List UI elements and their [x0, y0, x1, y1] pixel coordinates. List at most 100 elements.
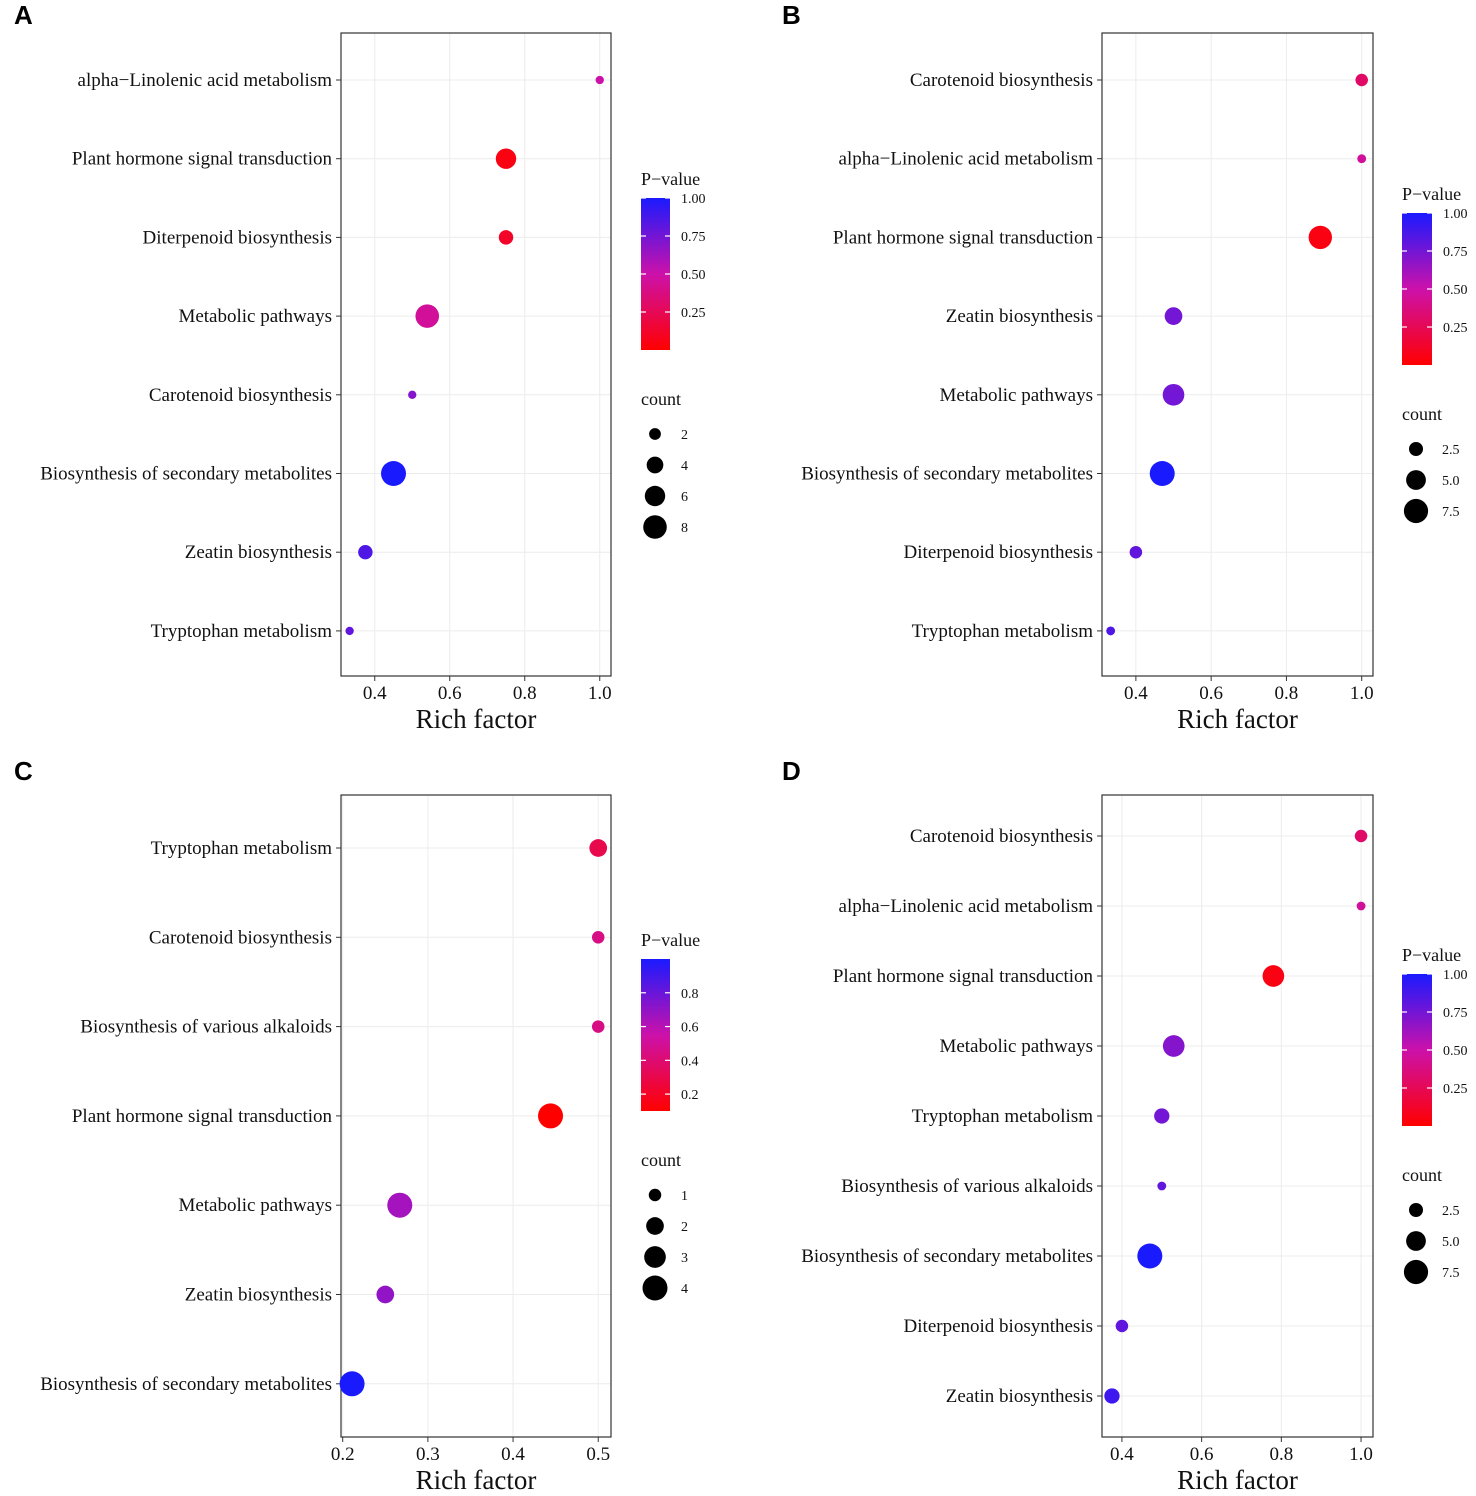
size-legend-dot: [644, 485, 666, 507]
category-label: Diterpenoid biosynthesis: [904, 542, 1093, 563]
size-legend-label: 8: [681, 521, 688, 536]
data-point: [358, 544, 373, 560]
category-label: Biosynthesis of various alkaloids: [841, 1176, 1093, 1197]
plot-area: [1102, 33, 1373, 676]
size-legend-label: 2.5: [1442, 1204, 1460, 1219]
panel-letter: C: [14, 756, 33, 786]
color-legend-title: P−value: [1402, 945, 1461, 965]
size-legend-dot: [644, 1246, 666, 1268]
color-legend-title: P−value: [641, 169, 700, 189]
x-axis-title: Rich factor: [1177, 1465, 1298, 1495]
size-legend-label: 2.5: [1442, 443, 1460, 458]
color-legend-label: 0.75: [681, 230, 706, 245]
color-legend-title: P−value: [1402, 184, 1461, 204]
x-tick-label: 0.8: [1275, 683, 1299, 704]
size-legend-label: 2: [681, 428, 688, 443]
category-label: Tryptophan metabolism: [151, 838, 333, 859]
size-legend-dot: [648, 1188, 662, 1202]
data-point: [345, 626, 354, 636]
category-label: Zeatin biosynthesis: [185, 542, 332, 563]
category-label: Carotenoid biosynthesis: [910, 70, 1093, 91]
data-point: [1356, 901, 1366, 911]
size-legend-label: 1: [681, 1189, 688, 1204]
size-legend-label: 5.0: [1442, 474, 1460, 489]
data-point: [538, 1103, 564, 1129]
color-legend-label: 0.2: [681, 1088, 699, 1103]
data-point: [495, 148, 517, 169]
category-label: Diterpenoid biosynthesis: [904, 1316, 1093, 1337]
category-label: Zeatin biosynthesis: [946, 306, 1093, 327]
category-label: Carotenoid biosynthesis: [910, 826, 1093, 847]
category-label: Carotenoid biosynthesis: [149, 385, 332, 406]
size-legend-label: 2: [681, 1220, 688, 1235]
x-tick-label: 0.8: [1269, 1444, 1293, 1465]
size-legend-title: count: [641, 389, 681, 409]
size-legend-dot: [642, 1275, 668, 1301]
data-point: [415, 304, 440, 328]
size-legend-dot: [1409, 442, 1423, 456]
x-tick-label: 0.4: [1124, 683, 1148, 704]
data-point: [339, 1371, 365, 1397]
data-point: [387, 1192, 413, 1218]
category-label: alpha−Linolenic acid metabolism: [839, 896, 1094, 917]
data-point: [376, 1285, 395, 1304]
x-tick-label: 1.0: [1350, 683, 1374, 704]
x-tick-label: 0.4: [1110, 1444, 1134, 1465]
panel-letter: A: [14, 0, 33, 30]
color-bar: [641, 959, 670, 1111]
category-label: alpha−Linolenic acid metabolism: [839, 149, 1094, 170]
category-label: Metabolic pathways: [178, 1195, 332, 1216]
color-legend-label: 0.50: [1443, 1044, 1468, 1059]
plot-border: [340, 32, 612, 677]
color-legend-label: 1.00: [681, 192, 706, 207]
x-tick-label: 0.3: [416, 1444, 440, 1465]
size-legend-dot: [646, 456, 664, 474]
category-label: Biosynthesis of secondary metabolites: [801, 1246, 1093, 1267]
size-legend-label: 4: [681, 459, 688, 474]
color-legend-label: 0.25: [681, 306, 706, 321]
data-point: [381, 461, 406, 486]
color-legend-title: P−value: [641, 930, 700, 950]
color-legend-label: 0.75: [1443, 245, 1468, 260]
data-point: [408, 390, 417, 399]
panel-b: B Carotenoid biosynthesis alpha−Linolenic …: [782, 0, 1468, 734]
color-legend-label: 1.00: [1443, 968, 1468, 983]
category-label: Zeatin biosynthesis: [185, 1285, 332, 1306]
data-point: [1354, 829, 1368, 843]
color-legend-label: 0.6: [681, 1021, 699, 1036]
data-point: [1154, 1108, 1170, 1124]
category-label: Biosynthesis of secondary metabolites: [40, 1374, 332, 1395]
size-legend-label: 4: [681, 1282, 688, 1297]
category-label: Plant hormone signal transduction: [833, 227, 1094, 248]
color-legend-label: 0.50: [681, 268, 706, 283]
size-legend-label: 7.5: [1442, 505, 1460, 520]
category-label: Metabolic pathways: [939, 385, 1093, 406]
size-legend-label: 6: [681, 490, 688, 505]
category-label: Plant hormone signal transduction: [72, 1106, 333, 1127]
category-label: Tryptophan metabolism: [912, 621, 1094, 642]
panel-c: C Tryptophan metabolism Carotenoid biosynt…: [14, 756, 700, 1495]
data-point: [591, 931, 605, 944]
data-point: [1357, 154, 1367, 164]
category-label: Biosynthesis of secondary metabolites: [801, 464, 1093, 485]
size-legend-dot: [1403, 1259, 1429, 1285]
data-point: [1308, 225, 1332, 250]
category-label: Diterpenoid biosynthesis: [143, 227, 332, 248]
x-tick-label: 0.5: [586, 1444, 610, 1465]
category-label: Plant hormone signal transduction: [833, 966, 1094, 987]
color-legend-label: 0.50: [1443, 283, 1468, 298]
category-label: Carotenoid biosynthesis: [149, 927, 332, 948]
data-point: [589, 839, 608, 857]
size-legend-title: count: [641, 1150, 681, 1170]
color-legend-label: 0.4: [681, 1054, 699, 1069]
color-legend-label: 0.25: [1443, 1082, 1468, 1097]
x-tick-label: 0.6: [1190, 1444, 1214, 1465]
panel-letter: D: [782, 756, 801, 786]
x-tick-label: 0.4: [363, 683, 387, 704]
size-legend-label: 5.0: [1442, 1235, 1460, 1250]
color-legend-label: 1.00: [1443, 207, 1468, 222]
data-point: [1104, 1388, 1120, 1404]
data-point: [591, 1020, 605, 1033]
